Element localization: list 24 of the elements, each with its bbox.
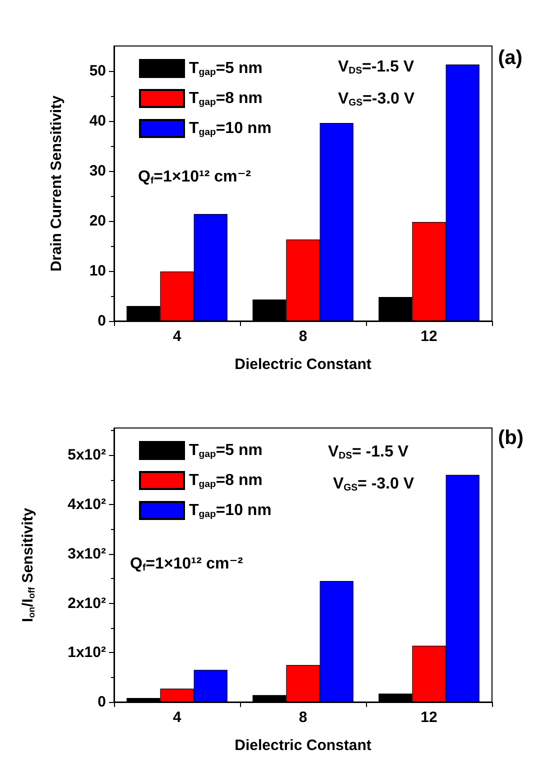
y-tick-label: 5x10² [68,446,106,464]
y-tick-label: 10 [89,262,106,280]
y-tick-label: 0 [98,312,106,330]
y-tick-label: 1x10² [68,644,106,662]
x-tick-label: 8 [298,709,308,726]
x-tick-label: 12 [420,709,438,726]
y-axis-title: Drain Current Sensitivity [48,94,65,272]
x-tick-label: 8 [298,328,308,345]
y-tick-label: 20 [89,212,106,230]
text: (b) [498,427,524,449]
x-tick-label: 4 [172,328,182,345]
y-axis-title: Ion/Ioff Sensitivity [19,507,36,622]
y-tick-label: 4x10² [68,496,106,514]
x-axis-title: Dielectric Constant [234,356,372,373]
x-axis-title: Dielectric Constant [234,737,372,754]
y-tick-label: 2x10² [68,594,106,612]
y-tick-label: 50 [89,62,106,80]
text: (a) [498,47,522,69]
y-tick-label: 30 [89,162,106,180]
x-tick-label: 12 [420,328,438,345]
y-tick-label: 3x10² [68,545,106,562]
y-tick-label: 0 [98,694,106,710]
x-tick-label: 4 [172,709,182,726]
y-tick-label: 40 [89,112,106,130]
